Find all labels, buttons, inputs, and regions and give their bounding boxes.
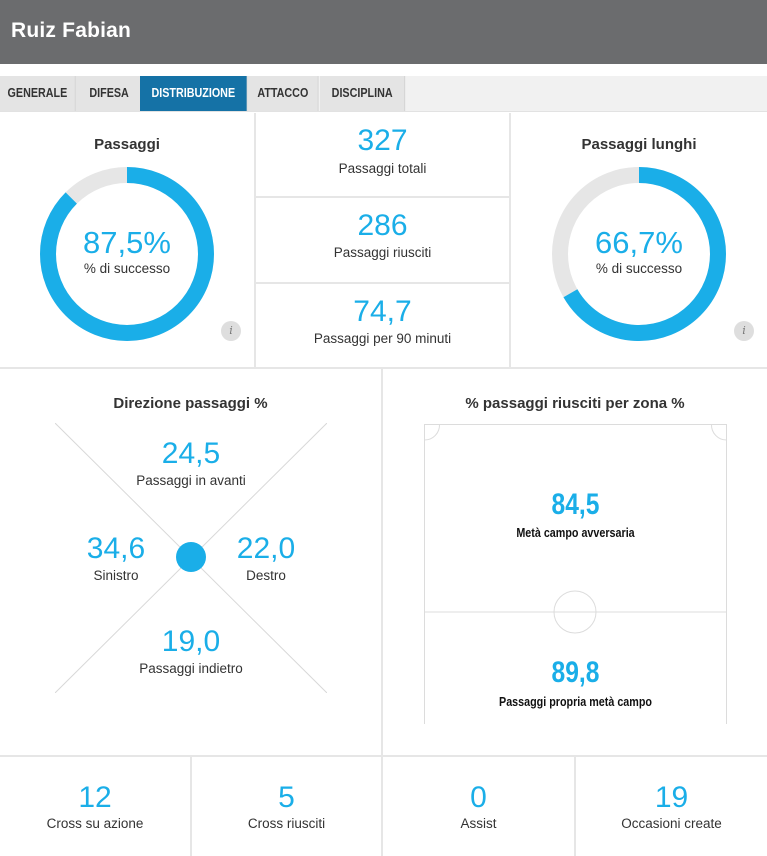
sinistro-value: 34,6 <box>86 532 146 565</box>
passaggi-90-label: Passaggi per 90 minuti <box>313 331 452 346</box>
passaggi-riusciti-value: 286 <box>357 209 408 242</box>
passaggi-title: Passaggi <box>94 136 160 153</box>
tab-generale[interactable]: GENERALE <box>0 76 76 111</box>
passaggi-lunghi-percent: 66,7% <box>595 225 683 260</box>
propria-value: 89,8 <box>551 656 600 689</box>
destro-label: Destro <box>246 568 286 583</box>
cross-riusciti-value: 5 <box>278 781 295 814</box>
info-icon[interactable]: i <box>221 321 241 341</box>
direzione-title: Direzione passaggi % <box>113 395 268 412</box>
passaggi-ring-fill <box>40 167 214 341</box>
cross-azione-label: Cross su azione <box>46 816 144 831</box>
cross-riusciti-label: Cross riusciti <box>247 816 326 831</box>
destro-value: 22,0 <box>236 532 296 565</box>
player-name: Ruiz Fabian <box>11 19 132 42</box>
cross-azione-value: 12 <box>78 781 112 814</box>
divider <box>0 367 767 369</box>
tab-bar: GENERALE DIFESA DISTRIBUZIONE ATTACCO DI… <box>0 76 767 112</box>
passaggi-lunghi-ring-fill <box>552 167 726 341</box>
divider <box>256 196 509 198</box>
passaggi-percent: 87,5% <box>83 225 171 260</box>
tab-disciplina[interactable]: DISCIPLINA <box>320 76 406 111</box>
passaggi-lunghi-donut <box>552 167 726 341</box>
divider <box>381 369 383 856</box>
divider <box>509 113 511 367</box>
occasioni-label: Occasioni create <box>621 816 722 831</box>
divider <box>254 113 256 367</box>
avanti-value: 24,5 <box>161 437 221 470</box>
avversaria-label: Metà campo avversaria <box>516 526 635 540</box>
passaggi-lunghi-percent-label: % di successo <box>595 261 683 276</box>
tab-distribuzione[interactable]: DISTRIBUZIONE <box>140 76 248 111</box>
direction-cross <box>55 423 327 693</box>
passaggi-donut <box>40 167 214 341</box>
propria-label: Passaggi propria metà campo <box>499 695 652 709</box>
tab-attacco[interactable]: ATTACCO <box>248 76 319 111</box>
indietro-label: Passaggi indietro <box>139 661 243 676</box>
divider <box>574 757 576 856</box>
indietro-value: 19,0 <box>161 625 221 658</box>
passaggi-riusciti-label: Passaggi riusciti <box>333 245 432 260</box>
passaggi-lunghi-title: Passaggi lunghi <box>581 136 697 153</box>
divider <box>256 282 509 284</box>
passaggi-totali-label: Passaggi totali <box>338 161 427 176</box>
pitch-diagram <box>424 424 727 724</box>
zona-title: % passaggi riusciti per zona % <box>465 395 685 412</box>
passaggi-90-value: 74,7 <box>353 295 412 328</box>
assist-value: 0 <box>470 781 487 814</box>
player-header: Ruiz Fabian <box>0 0 767 64</box>
avanti-label: Passaggi in avanti <box>136 473 246 488</box>
avversaria-value: 84,5 <box>551 488 600 521</box>
passaggi-percent-label: % di successo <box>83 261 171 276</box>
divider <box>190 757 192 856</box>
tab-difesa[interactable]: DIFESA <box>76 76 144 111</box>
occasioni-value: 19 <box>654 781 689 814</box>
divider <box>0 755 767 757</box>
sinistro-label: Sinistro <box>93 568 139 583</box>
passaggi-totali-value: 327 <box>357 124 408 157</box>
player-dot <box>176 542 206 572</box>
assist-label: Assist <box>460 816 497 831</box>
info-icon[interactable]: i <box>734 321 754 341</box>
